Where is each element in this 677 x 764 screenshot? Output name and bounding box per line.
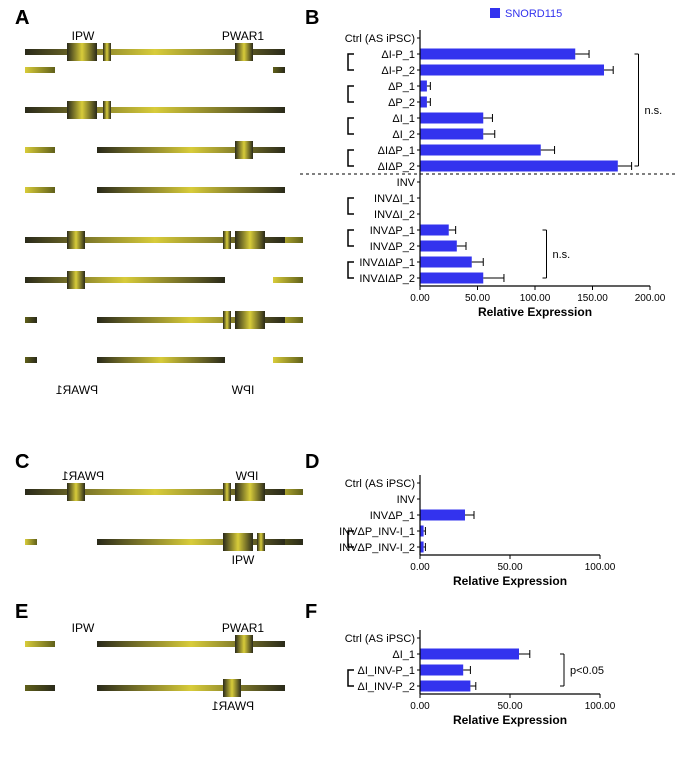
x-axis-label: Relative Expression (453, 713, 567, 727)
x-axis-label: Relative Expression (478, 305, 592, 319)
bar (420, 161, 618, 172)
bar (420, 81, 427, 92)
bar-label: INVΔP_INV-I_1 (339, 526, 415, 538)
bar (420, 97, 427, 108)
svg-text:PWAR1: PWAR1 (222, 29, 265, 43)
bar (420, 257, 472, 268)
svg-text:200.00: 200.00 (635, 293, 666, 304)
bar-label: ΔI_INV-P_2 (358, 681, 416, 693)
svg-text:PWAR1: PWAR1 (62, 469, 105, 483)
bar-label: INVΔP_2 (370, 241, 415, 253)
bar (420, 649, 519, 660)
bar-label: ΔP_2 (388, 97, 415, 109)
bar-label: Ctrl (AS iPSC) (345, 633, 415, 645)
bar (420, 273, 483, 284)
svg-text:50.00: 50.00 (465, 293, 490, 304)
figure-svg: A B C D E F SNORD115 Ctrl (AS iPSC) ΔI-P_1 ΔI-P_2… (0, 0, 677, 764)
svg-text:IPW: IPW (231, 383, 254, 397)
svg-text:E: E (15, 601, 28, 623)
bar-label: INVΔP_1 (370, 510, 415, 522)
svg-text:100.00: 100.00 (585, 701, 616, 712)
bar-label: Ctrl (AS iPSC) (345, 33, 415, 45)
legend-text: SNORD115 (505, 8, 562, 20)
bar-label: ΔI_1 (392, 113, 415, 125)
bar-label: ΔI-P_2 (381, 65, 415, 77)
bar-label: ΔI_2 (392, 129, 415, 141)
bar (420, 681, 470, 692)
panel-label-B: B (305, 7, 319, 29)
bar-label: INV (397, 494, 416, 506)
bar (420, 241, 457, 252)
svg-text:50.00: 50.00 (497, 562, 522, 573)
svg-text:100.00: 100.00 (520, 293, 551, 304)
bar-label: ΔI_INV-P_1 (358, 665, 416, 677)
bar (420, 145, 541, 156)
svg-text:n.s.: n.s. (553, 249, 571, 261)
svg-text:100.00: 100.00 (585, 562, 616, 573)
svg-text:p<0.05: p<0.05 (570, 665, 604, 677)
svg-text:150.00: 150.00 (577, 293, 608, 304)
bar-label: ΔIΔP_1 (378, 145, 415, 157)
bar (420, 113, 483, 124)
svg-text:0.00: 0.00 (410, 562, 430, 573)
svg-text:50.00: 50.00 (497, 701, 522, 712)
svg-text:0.00: 0.00 (410, 701, 430, 712)
bar-label: ΔI_1 (392, 649, 415, 661)
bar-label: INVΔP_1 (370, 225, 415, 237)
bar (420, 665, 463, 676)
panel-label-D: D (305, 451, 319, 473)
bar-label: INVΔIΔP_1 (359, 257, 415, 269)
svg-text:IPW: IPW (72, 621, 95, 635)
svg-text:C: C (15, 451, 29, 473)
svg-text:IPW: IPW (235, 469, 258, 483)
legend-swatch (490, 8, 500, 18)
bar (420, 65, 604, 76)
bar-label: INVΔI_2 (374, 209, 415, 221)
figure-root: A B C D E F SNORD115 Ctrl (AS iPSC) ΔI-P_1 ΔI-P_2… (0, 0, 677, 764)
svg-text:PWAR1: PWAR1 (56, 383, 99, 397)
bar-label: Ctrl (AS iPSC) (345, 478, 415, 490)
svg-text:PWAR1: PWAR1 (212, 699, 255, 713)
svg-text:PWAR1: PWAR1 (222, 621, 265, 635)
x-axis-label: Relative Expression (453, 574, 567, 588)
bar-label: ΔP_1 (388, 81, 415, 93)
bar-label: INVΔP_INV-I_2 (339, 542, 415, 554)
bar (420, 129, 483, 140)
bar-label: INVΔIΔP_2 (359, 273, 415, 285)
svg-text:IPW: IPW (72, 29, 95, 43)
bar-label: ΔIΔP_2 (378, 161, 415, 173)
svg-text:A: A (15, 7, 29, 29)
panel-label-F: F (305, 601, 317, 623)
bar-label: INVΔI_1 (374, 193, 415, 205)
svg-text:n.s.: n.s. (645, 105, 663, 117)
bar-label: INV (397, 177, 416, 189)
bar (420, 225, 449, 236)
bar (420, 510, 465, 521)
bar (420, 49, 575, 60)
bar-label: ΔI-P_1 (381, 49, 415, 61)
svg-text:IPW: IPW (232, 553, 255, 567)
svg-text:0.00: 0.00 (410, 293, 430, 304)
